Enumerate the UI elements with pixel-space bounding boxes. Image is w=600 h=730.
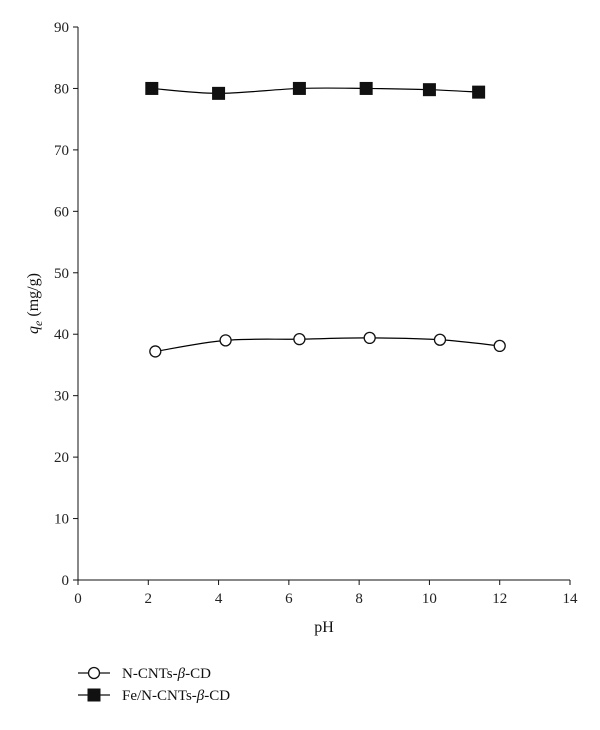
x-tick-label: 4 (215, 591, 223, 607)
data-point (422, 83, 436, 97)
legend-label: N-CNTs-β-CD (122, 666, 211, 682)
series-line (155, 337, 500, 353)
legend-marker (87, 666, 101, 680)
axes (77, 27, 570, 581)
legend-item: Fe/N-CNTs-β-CD (78, 688, 230, 704)
x-tick-label: 2 (145, 591, 153, 607)
x-tick-label: 12 (492, 591, 507, 607)
y-tick-label: 50 (54, 266, 69, 282)
x-tick-label: 10 (422, 591, 437, 607)
x-axis-title: pH (314, 619, 334, 636)
y-tick-label: 20 (54, 450, 69, 466)
data-point (149, 345, 162, 358)
y-tick-label: 90 (54, 20, 69, 36)
plot-area (145, 81, 506, 358)
series-2 (145, 81, 486, 100)
legend: N-CNTs-β-CD Fe/N-CNTs-β-CD (78, 666, 230, 704)
y-axis-title-subscript: e (31, 320, 45, 326)
x-tick-label: 6 (285, 591, 293, 607)
y-tick-label: 70 (54, 143, 69, 159)
y-tick-label: 60 (54, 204, 69, 220)
legend-item: N-CNTs-β-CD (78, 666, 211, 682)
data-point (292, 81, 306, 95)
y-tick-label: 80 (54, 81, 69, 97)
y-axis-title: qe (mg/g) (25, 273, 45, 334)
data-point (219, 334, 232, 347)
y-tick-label: 30 (54, 389, 69, 405)
data-point (145, 81, 159, 95)
y-axis-title-symbol: q (25, 326, 42, 334)
legend-label: Fe/N-CNTs-β-CD (122, 688, 230, 704)
data-point (212, 86, 226, 100)
data-point (363, 331, 376, 345)
data-point (293, 332, 306, 346)
data-point (493, 339, 506, 353)
data-point (433, 333, 447, 346)
data-point (472, 85, 486, 99)
x-axis-ticks: 0 2 4 6 8 10 12 14 (74, 580, 578, 607)
x-tick-label: 14 (563, 591, 579, 607)
data-point (359, 81, 373, 95)
x-tick-label: 0 (74, 591, 82, 607)
x-tick-label: 8 (355, 591, 363, 607)
y-tick-label: 10 (54, 512, 69, 528)
y-axis-ticks: 0 10 20 30 40 50 60 70 80 90 (54, 20, 78, 589)
series-1 (149, 331, 506, 358)
y-tick-label: 40 (54, 327, 69, 343)
y-tick-label: 0 (62, 573, 70, 589)
legend-marker (87, 688, 101, 702)
y-axis-title-unit: (mg/g) (25, 273, 42, 321)
